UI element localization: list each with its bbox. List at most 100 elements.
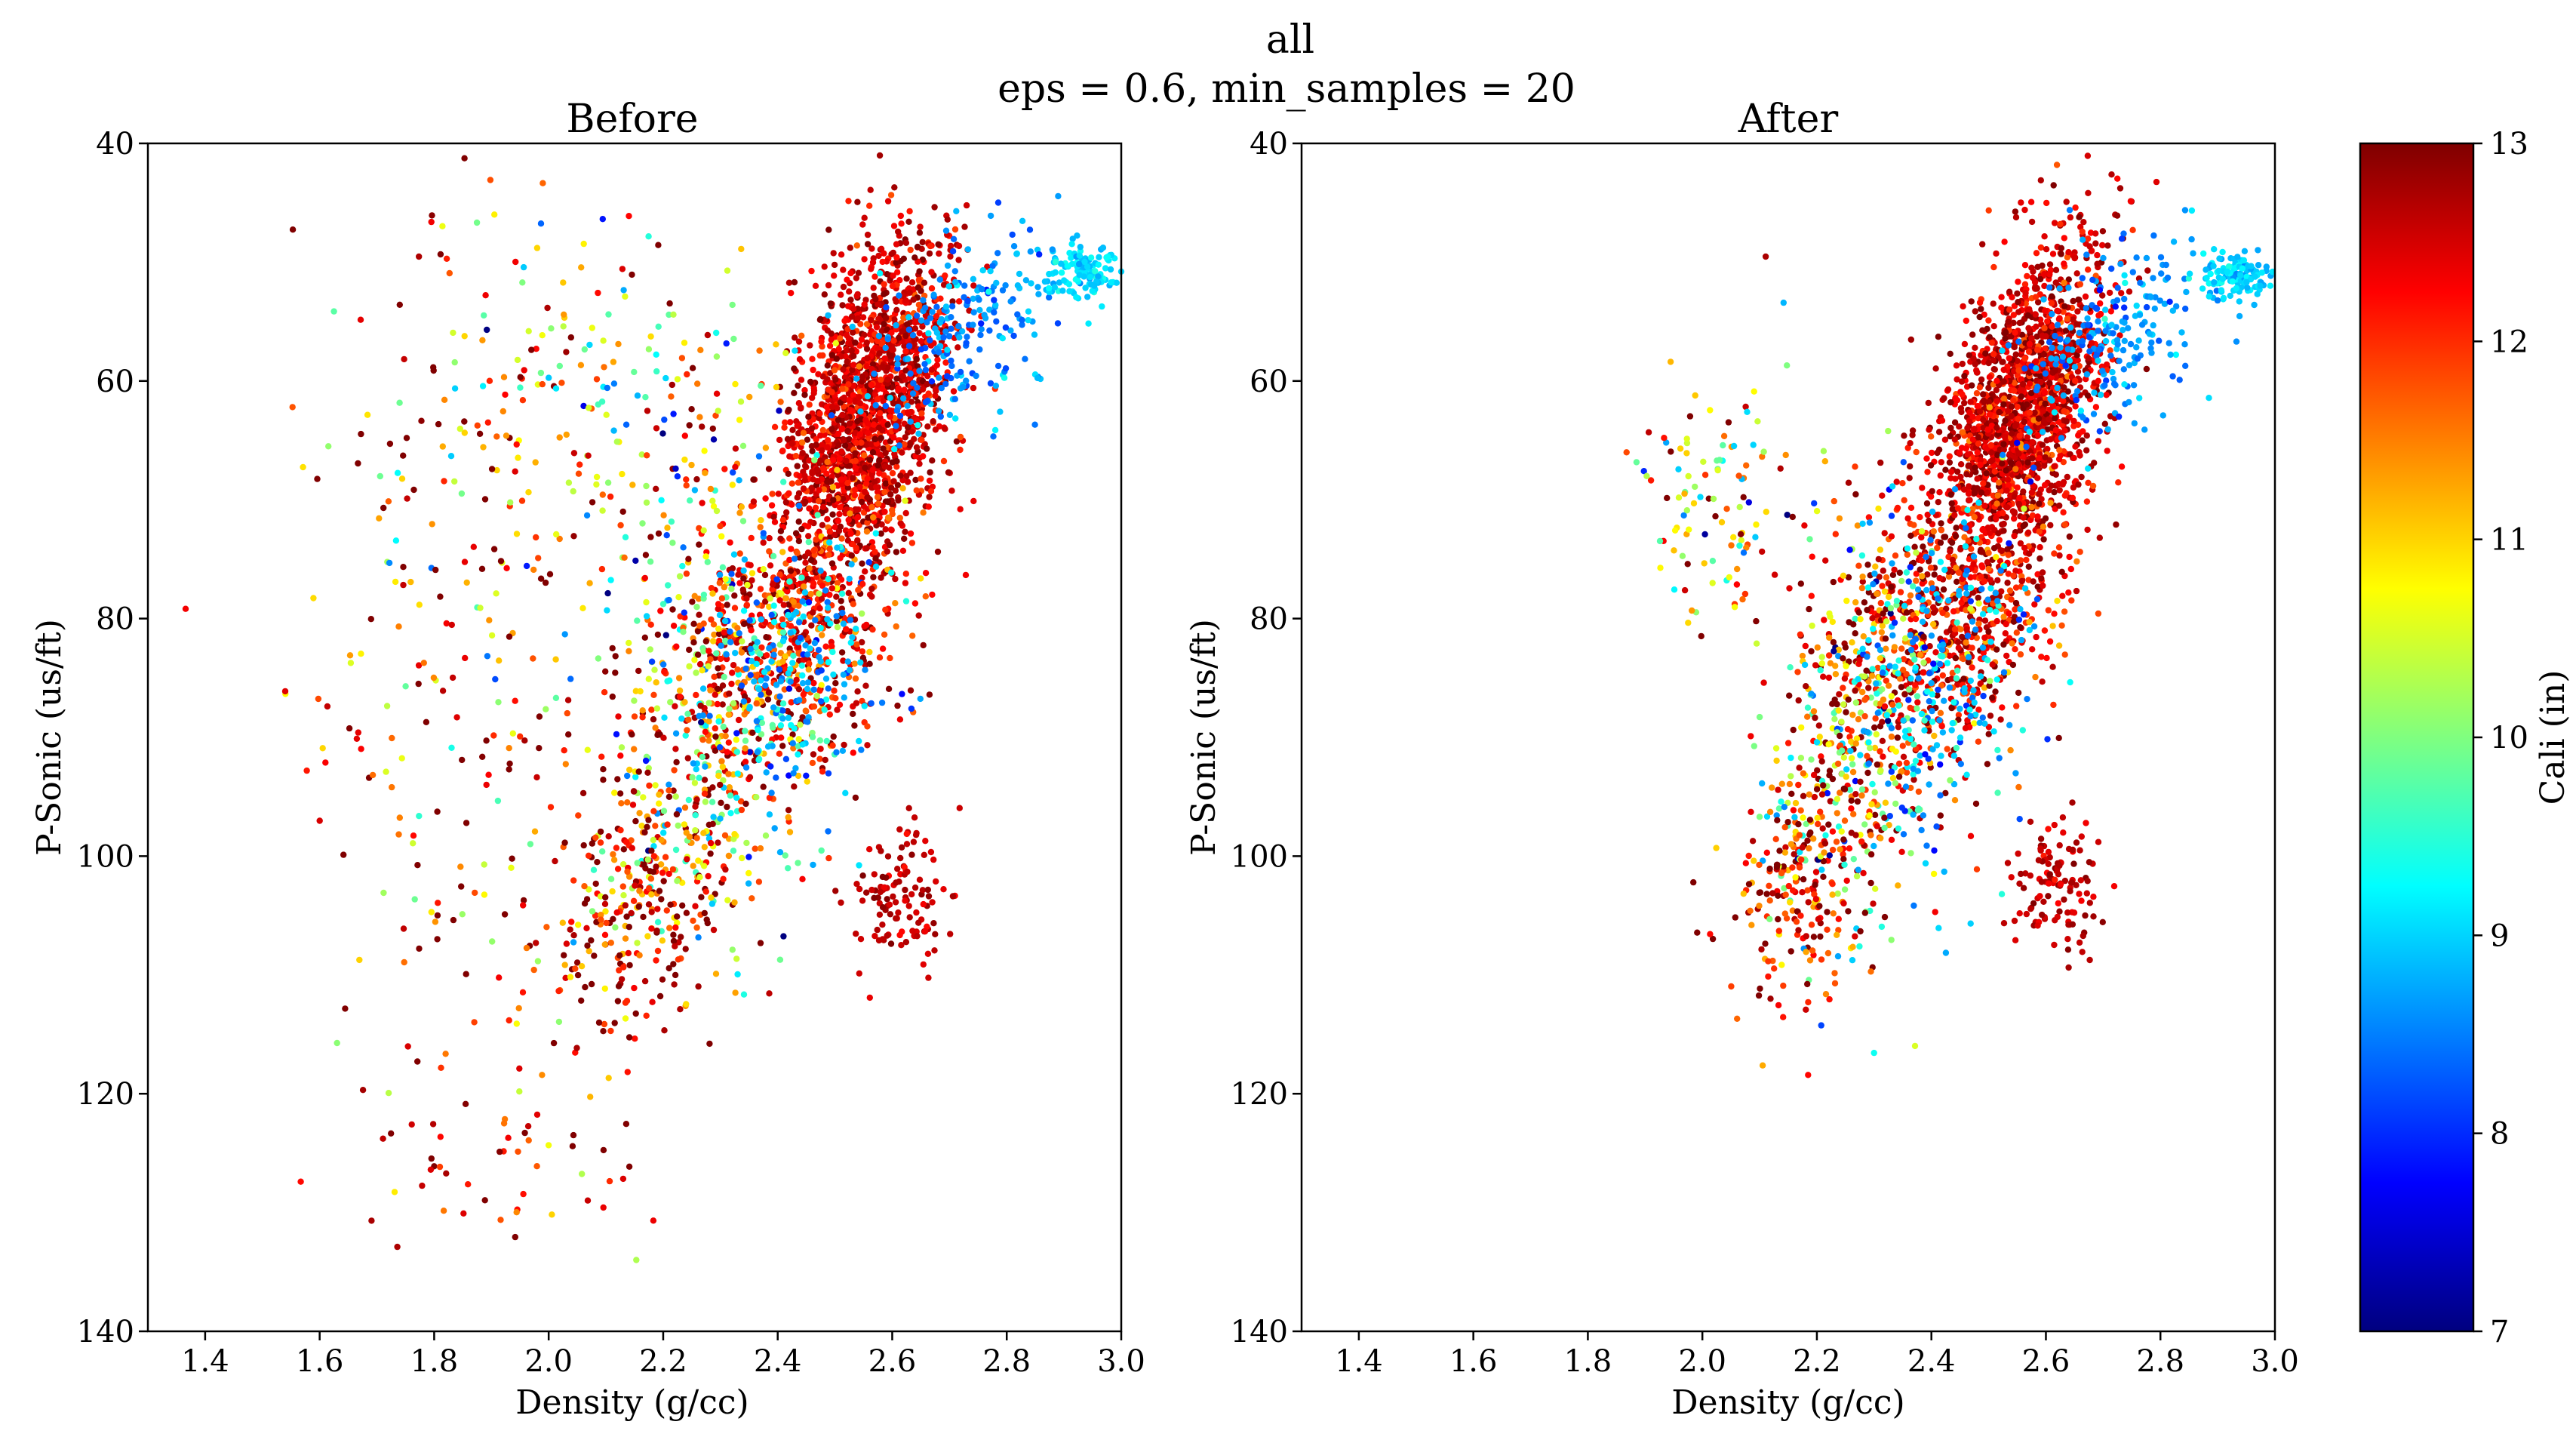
scatter-point xyxy=(924,445,930,452)
scatter-point xyxy=(702,798,709,805)
figure-title-line1: all xyxy=(1266,17,1314,63)
scatter-point xyxy=(597,828,604,835)
scatter-point xyxy=(570,1131,577,1139)
scatter-point xyxy=(743,602,751,608)
scatter-point xyxy=(833,593,840,600)
scatter-point xyxy=(484,326,490,334)
scatter-point xyxy=(545,1142,552,1149)
scatter-point xyxy=(667,901,674,908)
scatter-point xyxy=(922,570,930,577)
scatter-point xyxy=(681,821,688,828)
scatter-point xyxy=(782,755,790,762)
scatter-point xyxy=(458,883,465,890)
scatter-point xyxy=(626,962,633,969)
scatter-point xyxy=(601,900,609,908)
scatter-point xyxy=(810,387,818,394)
scatter-point xyxy=(810,861,816,869)
scatter-point xyxy=(769,491,776,497)
scatter-point xyxy=(925,390,932,397)
scatter-point xyxy=(875,424,883,431)
scatter-point xyxy=(765,689,773,696)
scatter-point xyxy=(887,407,894,414)
scatter-point xyxy=(497,1217,504,1223)
scatter-point xyxy=(905,218,912,225)
scatter-point xyxy=(895,385,902,392)
scatter-point xyxy=(517,733,524,740)
scatter-point xyxy=(632,1010,639,1017)
scatter-point xyxy=(743,595,750,602)
scatter-point xyxy=(506,760,513,767)
scatter-point xyxy=(594,859,601,866)
scatter-point xyxy=(803,772,810,779)
scatter-point xyxy=(610,851,616,858)
scatter-point xyxy=(490,732,497,739)
scatter-point xyxy=(840,283,847,291)
scatter-point xyxy=(990,433,997,440)
scatter-point xyxy=(564,697,572,703)
scatter-point xyxy=(834,706,841,713)
scatter-point xyxy=(913,312,921,319)
scatter-point xyxy=(607,1027,614,1035)
scatter-point xyxy=(856,484,863,491)
scatter-point xyxy=(853,439,860,446)
scatter-point xyxy=(927,488,935,495)
scatter-point xyxy=(582,983,589,991)
scatter-point xyxy=(891,184,898,191)
scatter-point xyxy=(428,909,435,915)
scatter-point xyxy=(471,1019,478,1026)
scatter-point xyxy=(2041,482,2049,489)
scatter-point xyxy=(936,374,942,381)
scatter-point xyxy=(1099,245,1107,251)
scatter-point xyxy=(903,275,910,282)
scatter-point xyxy=(738,245,745,253)
scatter-point xyxy=(757,524,764,531)
scatter-point xyxy=(691,487,699,494)
scatter-point xyxy=(874,395,881,403)
scatter-point xyxy=(1096,254,1102,260)
scatter-point xyxy=(805,414,812,420)
scatter-point xyxy=(806,660,813,667)
scatter-point xyxy=(453,714,460,721)
scatter-point xyxy=(844,347,850,354)
scatter-point xyxy=(441,478,447,485)
scatter-point xyxy=(894,482,902,488)
scatter-point xyxy=(850,601,857,608)
scatter-point xyxy=(771,423,779,430)
scatter-point xyxy=(904,402,911,409)
scatter-point xyxy=(547,804,555,811)
scatter-point xyxy=(853,242,861,249)
scatter-point xyxy=(667,699,674,706)
scatter-point xyxy=(838,899,844,906)
scatter-point xyxy=(863,545,870,552)
scatter-point xyxy=(709,820,716,828)
scatter-point xyxy=(902,886,908,894)
scatter-point xyxy=(957,446,964,454)
scatter-point xyxy=(539,380,546,388)
scatter-point xyxy=(728,680,735,688)
scatter-point xyxy=(636,810,643,817)
scatter-point xyxy=(636,888,643,894)
x-tick-label: 1.4 xyxy=(181,1344,229,1379)
scatter-point xyxy=(420,660,427,666)
scatter-point xyxy=(866,660,873,667)
scatter-point xyxy=(1907,336,1914,343)
scatter-point xyxy=(512,258,519,266)
scatter-point xyxy=(964,334,970,340)
scatter-point xyxy=(878,435,885,442)
scatter-point xyxy=(920,900,927,908)
before-title: Before xyxy=(566,97,698,142)
scatter-point xyxy=(470,543,477,550)
scatter-point xyxy=(653,863,659,870)
scatter-point xyxy=(801,472,808,479)
scatter-point xyxy=(801,463,809,469)
scatter-point xyxy=(916,876,924,883)
scatter-point xyxy=(854,198,861,205)
scatter-point xyxy=(652,725,659,731)
scatter-point xyxy=(415,680,422,688)
scatter-point xyxy=(739,638,745,645)
scatter-point xyxy=(768,502,776,509)
scatter-point xyxy=(2049,251,2057,257)
scatter-point xyxy=(915,612,922,619)
scatter-point xyxy=(423,718,430,725)
